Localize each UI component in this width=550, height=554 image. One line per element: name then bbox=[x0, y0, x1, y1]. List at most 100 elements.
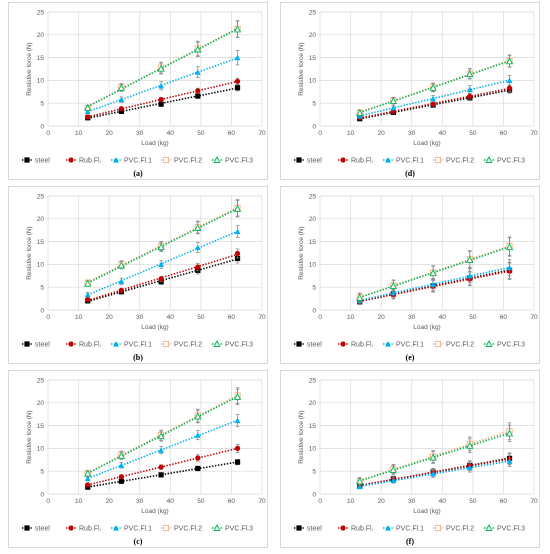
chart-panel-a: 0 5 10 15 20 25 0 10 20 30 40 50 60 70 Load (kg) Resist… bbox=[8, 2, 268, 180]
data-point-pvc-fl-3 bbox=[429, 269, 437, 277]
y-tick-label: 5 bbox=[40, 101, 44, 108]
legend-marker-swatch bbox=[113, 341, 119, 347]
x-tick-label: 0 bbox=[318, 130, 322, 137]
y-tick-label: 20 bbox=[309, 400, 317, 407]
data-point-rub-fl bbox=[158, 96, 164, 103]
x-tick-label: 40 bbox=[439, 130, 447, 137]
trendline-pvc-fl-3 bbox=[87, 207, 238, 284]
y-tick-label: 20 bbox=[309, 216, 317, 223]
series-pvc-fl-2 bbox=[84, 20, 241, 111]
legend-marker-swatch bbox=[485, 156, 493, 164]
legend: steel Rub.Fl. PVC.Fl.1 PVC.Fl.2 PVC.Fl.3 bbox=[294, 156, 525, 165]
data-point-pvc-fl-1 bbox=[234, 417, 241, 424]
x-tick-label: 50 bbox=[469, 130, 477, 137]
series-pvc-fl-1 bbox=[84, 49, 241, 115]
legend: steel Rub.Fl. PVC.Fl.1 PVC.Fl.2 PVC.Fl.3 bbox=[22, 340, 253, 349]
x-tick-label: 30 bbox=[136, 314, 144, 321]
trendline-pvc-fl-3 bbox=[87, 395, 238, 474]
data-point-pvc-fl-3 bbox=[194, 412, 202, 420]
legend-marker-swatch bbox=[68, 157, 74, 163]
panel-caption: (f) bbox=[406, 537, 414, 546]
data-point-pvc-fl-3 bbox=[84, 469, 92, 477]
legend-item-pvc-fl-1: PVC.Fl.1 bbox=[111, 525, 152, 533]
legend-item-pvc-fl-1: PVC.Fl.1 bbox=[383, 525, 424, 533]
series-pvc-fl-3 bbox=[84, 200, 242, 287]
y-tick-label: 10 bbox=[309, 78, 317, 85]
chart-panel-c: 0 5 10 15 20 25 0 10 20 30 40 50 60 70 Load (kg) Resist… bbox=[8, 370, 268, 548]
legend-marker-swatch bbox=[296, 341, 302, 347]
data-point-pvc-fl-1 bbox=[158, 82, 165, 89]
data-point-steel bbox=[234, 85, 241, 91]
x-tick-label: 0 bbox=[46, 498, 50, 505]
chart-frame bbox=[280, 186, 540, 364]
data-point-pvc-fl-3 bbox=[117, 83, 126, 91]
y-tick-label: 5 bbox=[40, 285, 44, 292]
data-point-steel bbox=[195, 93, 201, 99]
legend-label: steel bbox=[307, 158, 322, 165]
data-point-pvc-fl-1 bbox=[118, 96, 125, 103]
y-tick-label: 10 bbox=[37, 78, 45, 85]
series-rub-fl bbox=[85, 248, 241, 303]
data-point-pvc-fl-1 bbox=[158, 447, 165, 453]
y-tick-label: 0 bbox=[312, 491, 316, 498]
legend-label: steel bbox=[307, 526, 322, 533]
panel-caption: (c) bbox=[134, 537, 143, 546]
x-tick-label: 20 bbox=[106, 314, 114, 321]
y-axis-title: Resistive force (N) bbox=[26, 42, 33, 95]
data-point-pvc-fl-1 bbox=[194, 432, 201, 438]
chart-frame bbox=[280, 2, 540, 180]
data-point-pvc-fl-3 bbox=[157, 243, 165, 251]
series-rub-fl bbox=[357, 84, 513, 121]
x-tick-label: 60 bbox=[500, 314, 508, 321]
legend-item-steel: steel bbox=[294, 157, 322, 165]
x-tick-label: 40 bbox=[167, 498, 175, 505]
data-point-steel bbox=[195, 465, 201, 472]
legend-marker-swatch bbox=[68, 341, 74, 347]
y-tick-label: 0 bbox=[312, 307, 316, 314]
legend-marker-swatch bbox=[385, 341, 391, 347]
data-point-pvc-fl-1 bbox=[234, 54, 241, 61]
x-tick-label: 30 bbox=[408, 498, 416, 505]
data-point-steel bbox=[234, 255, 241, 262]
data-point-pvc-fl-1 bbox=[390, 289, 397, 296]
legend-item-pvc-fl-1: PVC.Fl.1 bbox=[111, 157, 152, 165]
data-point-pvc-fl-3 bbox=[505, 429, 514, 437]
chart-svg-c: 0 5 10 15 20 25 0 10 20 30 40 50 60 70 Load (kg) Resist… bbox=[8, 370, 268, 548]
legend-label: PVC.Fl.1 bbox=[124, 342, 152, 349]
data-point-pvc-fl-1 bbox=[506, 264, 513, 271]
chart-svg-a: 0 5 10 15 20 25 0 10 20 30 40 50 60 70 Load (kg) Resist… bbox=[8, 2, 268, 180]
y-tick-label: 5 bbox=[312, 469, 316, 476]
legend-item-pvc-fl-1: PVC.Fl.1 bbox=[383, 157, 424, 165]
data-point-pvc-fl-1 bbox=[194, 69, 201, 75]
legend-item-rub-fl: Rub.Fl. bbox=[66, 157, 102, 165]
legend-item-steel: steel bbox=[22, 341, 50, 349]
data-point-pvc-fl-3 bbox=[233, 204, 242, 212]
data-point-rub-fl bbox=[234, 78, 241, 84]
data-point-rub-fl bbox=[158, 464, 164, 470]
data-point-pvc-fl-1 bbox=[234, 228, 241, 235]
y-tick-label: 20 bbox=[37, 400, 45, 407]
legend-label: Rub.Fl. bbox=[79, 526, 102, 533]
chart-panel-f: 0 5 10 15 20 25 0 10 20 30 40 50 60 70 Load (kg) Resist… bbox=[280, 370, 540, 548]
data-point-pvc-fl-3 bbox=[466, 441, 474, 449]
legend-label: Rub.Fl. bbox=[79, 158, 102, 165]
panel-caption: (a) bbox=[133, 169, 143, 178]
y-tick-label: 20 bbox=[37, 216, 45, 223]
legend-item-pvc-fl-2: PVC.Fl.2 bbox=[433, 156, 474, 165]
data-point-pvc-fl-3 bbox=[84, 279, 92, 287]
legend-marker-swatch bbox=[113, 157, 119, 163]
x-tick-label: 50 bbox=[197, 314, 205, 321]
y-tick-label: 0 bbox=[312, 123, 316, 130]
legend-label: steel bbox=[35, 342, 50, 349]
x-tick-label: 20 bbox=[106, 130, 114, 137]
legend-label: PVC.Fl.2 bbox=[446, 158, 474, 165]
data-point-pvc-fl-3 bbox=[117, 451, 126, 459]
chart-svg-f: 0 5 10 15 20 25 0 10 20 30 40 50 60 70 Load (kg) Resist… bbox=[280, 370, 540, 548]
y-axis-title: Resistive force (N) bbox=[298, 226, 305, 279]
data-point-rub-fl bbox=[158, 276, 164, 282]
y-tick-label: 25 bbox=[37, 377, 45, 384]
x-tick-label: 20 bbox=[378, 130, 386, 137]
y-tick-label: 10 bbox=[309, 446, 317, 453]
legend-marker-swatch bbox=[340, 525, 346, 531]
series-pvc-fl-1 bbox=[356, 455, 513, 490]
